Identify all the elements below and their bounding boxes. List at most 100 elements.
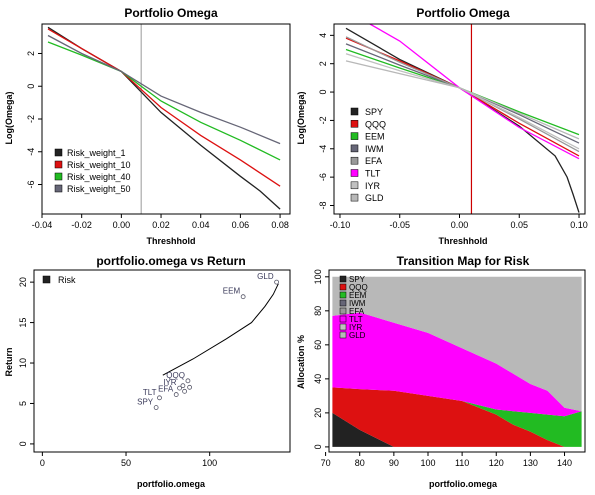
p2-series-spy [345, 27, 580, 213]
p3-ytick-label: 5 [18, 401, 28, 406]
p1-legend-label: Risk_weight_40 [67, 172, 131, 182]
p1-ytick-label: 0 [26, 84, 36, 89]
p2-ytick-label: -8 [318, 201, 328, 209]
p2-legend-swatch [350, 169, 359, 177]
p3-point-label: SPY [137, 398, 154, 407]
p1-title: Portfolio Omega [124, 6, 218, 20]
p2-xtick-label: 0.00 [451, 220, 469, 230]
p4-legend-label: IYR [349, 323, 363, 332]
p1-xtick-label: 0.02 [152, 220, 170, 230]
p2-xlabel: Threshhold [439, 236, 488, 246]
p4-xtick-label: 130 [523, 458, 538, 468]
p2-title: Portfolio Omega [416, 6, 510, 20]
p4-xtick-label: 120 [489, 458, 504, 468]
p2-series-group [345, 24, 580, 214]
p3-point [240, 294, 246, 300]
p1-series-group [47, 24, 281, 214]
p2-legend-label: IYR [365, 181, 381, 191]
p2-ylabel: Log(Omega) [296, 91, 306, 144]
p4-xtick-label: 110 [455, 458, 469, 468]
p2-ytick-label: 2 [318, 61, 328, 66]
p3-legend-swatch [42, 275, 51, 284]
p3-point [153, 405, 159, 410]
p1-ylabel: Log(Omega) [4, 91, 14, 144]
p4-area-spy [332, 412, 582, 447]
p3-ytick-label: 20 [18, 277, 28, 287]
p4-legend-swatch [339, 275, 347, 283]
p4-frame [328, 269, 586, 453]
p4-ytick-label: 80 [313, 306, 323, 316]
p1-xlabel: Threshhold [147, 236, 196, 246]
p2-legend-label: EEM [365, 132, 385, 142]
p4-legend-label: QQQ [349, 283, 368, 292]
p2-xtick-label: -0.05 [389, 220, 410, 230]
p3-point-label: EFA [158, 385, 174, 394]
p4-ytick-label: 20 [313, 408, 323, 418]
p4-legend-swatch [339, 323, 347, 331]
p3-ylabel: Return [4, 348, 14, 377]
p1-xtick-label: -0.04 [32, 220, 53, 230]
p3-point [185, 378, 191, 384]
p4-legend-label: TLT [349, 315, 363, 324]
p1-legend-swatch [54, 172, 63, 181]
p4-title: Transition Map for Risk [397, 254, 530, 268]
p1-ytick-label: 2 [26, 51, 36, 56]
p2-legend-label: GLD [365, 193, 384, 203]
p1-legend-label: Risk_weight_10 [67, 160, 131, 170]
p1-series-risk_weight_40 [47, 41, 281, 161]
p2-legend-swatch [350, 193, 359, 202]
p4-area-eem [332, 387, 582, 447]
p2-legend-label: EFA [365, 156, 382, 166]
p2-legend-swatch [350, 156, 359, 165]
p4-legend-label: EFA [349, 307, 365, 316]
p3-point [173, 392, 179, 397]
p1-xtick-label: 0.04 [192, 220, 210, 230]
p1-series-risk_weight_50 [47, 34, 281, 145]
p2-legend-swatch [350, 107, 359, 116]
p2-xtick-label: 0.05 [510, 220, 528, 230]
p3-ytick-label: 0 [18, 441, 28, 446]
p4-xtick-label: 80 [355, 458, 365, 468]
p4-xtick-label: 70 [321, 458, 331, 468]
p3-frontier-line [162, 283, 279, 376]
p4-ytick-label: 60 [313, 340, 323, 350]
p4-xtick-label: 90 [389, 458, 399, 468]
p1-series-risk_weight_10 [47, 28, 281, 187]
p2-legend-label: SPY [365, 107, 383, 117]
p2-series-gld [345, 60, 580, 140]
p2-legend-swatch [350, 181, 359, 190]
p4-ytick-label: 40 [313, 374, 323, 384]
p4-legend-label: EEM [349, 291, 367, 300]
p3-point [180, 383, 186, 389]
p3-title: portfolio.omega vs Return [96, 254, 245, 268]
p3-point-label: EEM [223, 287, 241, 296]
p2-legend-label: IWM [365, 144, 384, 154]
p4-legend-swatch [339, 299, 347, 307]
p4-xtick-label: 140 [557, 458, 572, 468]
p4-area-gld [332, 276, 582, 412]
p3-point [182, 388, 187, 394]
p2-legend-swatch [350, 120, 359, 128]
p2-legend-swatch [350, 132, 359, 140]
p1-xtick-label: 0.06 [232, 220, 250, 230]
p3-point [177, 385, 182, 391]
p3-xtick-label: 50 [121, 458, 131, 468]
p3-xlabel: portfolio.omega [137, 479, 206, 489]
p4-ylabel: Allocation % [296, 335, 306, 389]
p1-legend-swatch [54, 148, 63, 157]
p4-legend-label: GLD [349, 331, 366, 340]
p1-legend-swatch [54, 184, 63, 193]
p2-ytick-label: -2 [318, 116, 328, 124]
p1-legend-swatch [54, 160, 63, 169]
p3-point [187, 384, 193, 390]
p1-xtick-label: 0.08 [271, 220, 289, 230]
p4-area-qqq [332, 387, 582, 447]
p4-legend-swatch [339, 331, 347, 339]
p2-ytick-label: -6 [318, 173, 328, 181]
p1-ytick-label: -2 [26, 115, 36, 123]
p2-ytick-label: 4 [318, 33, 328, 38]
p3-point-label: IYR [163, 378, 177, 387]
p2-xtick-label: -0.10 [330, 220, 351, 230]
p1-ytick-label: -4 [26, 148, 36, 156]
plots: -0.04 -0.02 0.00 0.02 0.04 0.06 0.08 -6 -4 -2 0 2 Ri… [18, 23, 588, 468]
